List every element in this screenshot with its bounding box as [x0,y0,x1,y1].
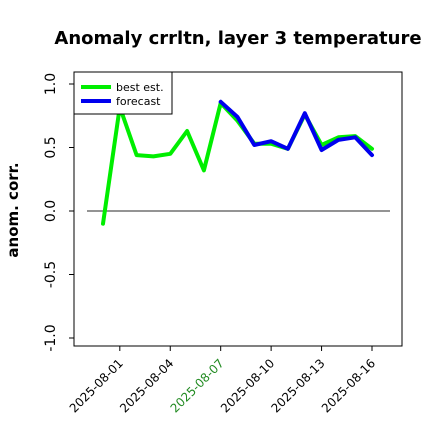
y-tick-label: 1.0 [43,73,59,95]
x-tick-label: 2025-08-16 [319,356,378,415]
series-line-best-est [101,101,374,226]
y-axis-label: anom. corr. [4,162,22,257]
y-tick-label: -1.0 [43,324,59,351]
y-tick-label: 0.5 [43,136,59,158]
series-line-forecast [218,99,374,158]
legend-label-forecast: forecast [116,95,161,108]
chart-title: Anomaly crrltn, layer 3 temperature [54,28,421,49]
series-layer [101,99,374,226]
y-tick-label: -0.5 [43,261,59,288]
legend: best est. forecast [73,71,173,115]
plot-frame [73,71,403,347]
y-axis: -1.0 -0.5 0.0 0.5 1.0 [43,73,74,352]
x-axis: 2025-08-012025-08-042025-08-072025-08-10… [67,346,378,415]
legend-label-best-est: best est. [116,81,164,94]
y-tick-label: 0.0 [43,200,59,222]
legend-box [73,71,173,115]
